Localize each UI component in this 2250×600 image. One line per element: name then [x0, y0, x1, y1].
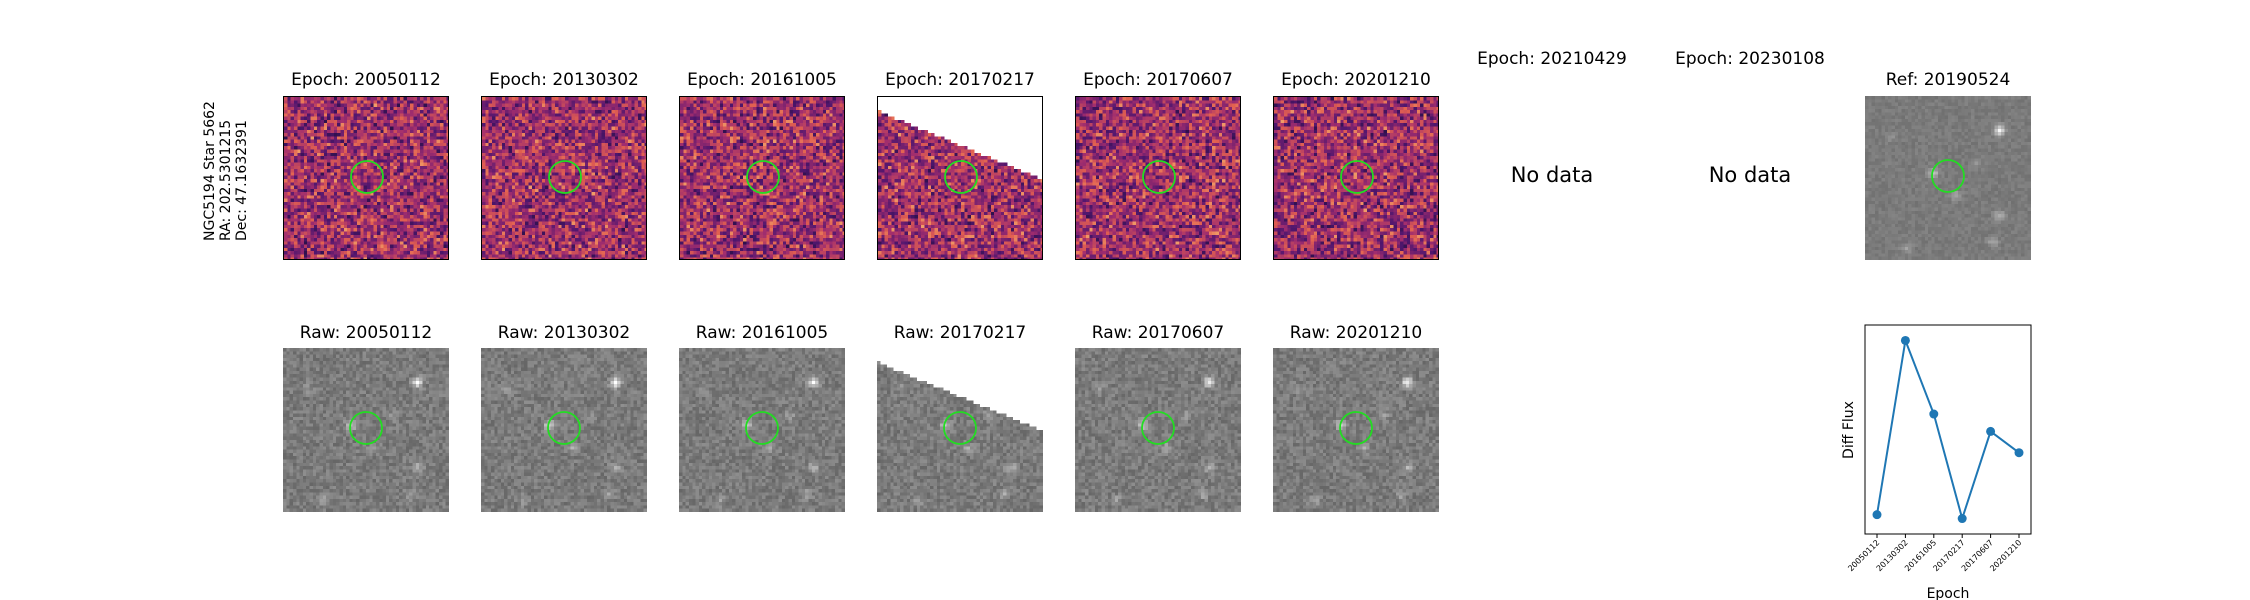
diff-image-2	[679, 96, 845, 260]
ref-title: Ref: 20190524	[1885, 70, 2011, 90]
aperture-circle	[745, 411, 779, 445]
raw-pixels-3	[877, 348, 1043, 512]
star-ra: RA: 202.5301215	[218, 119, 234, 241]
diff-image-1	[481, 96, 647, 260]
x-tick-labels: 2005011220130302201610052017021720170607…	[1846, 538, 2023, 573]
ref-image	[1865, 96, 2031, 260]
series-line	[1876, 336, 2020, 523]
aperture-overlay	[943, 411, 977, 445]
raw-title-5: Raw: 20201210	[1289, 323, 1423, 343]
data-point	[1929, 409, 1939, 419]
raw-title-0: Raw: 20050112	[299, 323, 433, 343]
raw-pixels-1	[481, 348, 647, 512]
raw-image-5	[1273, 348, 1439, 512]
aperture-circle	[1339, 411, 1373, 445]
data-point	[1900, 335, 1910, 345]
diff-image-5	[1273, 96, 1439, 260]
aperture-circle	[548, 160, 582, 194]
aperture-overlay	[1142, 160, 1176, 194]
star-info-label: NGC5194 Star 5662 RA: 202.5301215 Dec: 4…	[202, 101, 254, 241]
diff-pixels-1	[482, 97, 646, 259]
data-point	[1872, 510, 1882, 520]
raw-title-2: Raw: 20161005	[695, 323, 829, 343]
aperture-overlay	[1340, 160, 1374, 194]
aperture-circle	[1340, 160, 1374, 194]
diff-pixels-3	[878, 97, 1042, 259]
star-name: NGC5194 Star 5662	[202, 101, 218, 241]
raw-pixels-0	[283, 348, 449, 512]
aperture-circle	[349, 411, 383, 445]
x-axis-label: Epoch	[1927, 586, 1970, 600]
aperture-overlay	[1141, 411, 1175, 445]
plot-frame	[1864, 324, 2032, 535]
raw-image-1	[481, 348, 647, 512]
diff-image-0	[283, 96, 449, 260]
diff-title-2: Epoch: 20161005	[687, 70, 837, 90]
raw-pixels-5	[1273, 348, 1439, 512]
diff-pixels-4	[1076, 97, 1240, 259]
diff-pixels-2	[680, 97, 844, 259]
aperture-overlay	[547, 411, 581, 445]
ref-pixels	[1865, 96, 2031, 260]
raw-image-4	[1075, 348, 1241, 512]
aperture-circle	[350, 160, 384, 194]
diff-title-5: Epoch: 20201210	[1281, 70, 1431, 90]
raw-image-0	[283, 348, 449, 512]
diff-title-6: Epoch: 20210429	[1477, 49, 1627, 69]
aperture-overlay	[350, 160, 384, 194]
raw-image-3	[877, 348, 1043, 512]
diff-title-1: Epoch: 20130302	[489, 70, 639, 90]
diff-title-4: Epoch: 20170607	[1083, 70, 1233, 90]
diff-image-3	[877, 96, 1043, 260]
aperture-overlay	[548, 160, 582, 194]
nodata-6: No data	[1510, 163, 1594, 187]
raw-pixels-4	[1075, 348, 1241, 512]
data-point	[1957, 514, 1967, 524]
aperture-overlay	[745, 411, 779, 445]
aperture-overlay	[746, 160, 780, 194]
diff-title-7: Epoch: 20230108	[1675, 49, 1825, 69]
nodata-7: No data	[1708, 163, 1792, 187]
aperture-circle	[1931, 159, 1965, 193]
data-point	[1986, 426, 1996, 436]
raw-image-2	[679, 348, 845, 512]
aperture-overlay	[1931, 159, 1965, 193]
light-curve-chart: 2005011220130302201610052017021720170607…	[1841, 324, 2032, 600]
diff-pixels-0	[284, 97, 448, 259]
diff-pixels-5	[1274, 97, 1438, 259]
aperture-overlay	[1339, 411, 1373, 445]
raw-title-4: Raw: 20170607	[1091, 323, 1225, 343]
aperture-circle	[1142, 160, 1176, 194]
y-axis-label: Diff Flux	[1841, 401, 1857, 459]
raw-title-3: Raw: 20170217	[893, 323, 1027, 343]
data-point	[2014, 448, 2024, 458]
diff-title-0: Epoch: 20050112	[291, 70, 441, 90]
diff-title-3: Epoch: 20170217	[885, 70, 1035, 90]
aperture-circle	[943, 411, 977, 445]
x-ticks	[1876, 534, 2020, 538]
aperture-overlay	[944, 160, 978, 194]
raw-pixels-2	[679, 348, 845, 512]
aperture-circle	[746, 160, 780, 194]
aperture-circle	[547, 411, 581, 445]
star-dec: Dec: 47.1632391	[234, 120, 250, 241]
series-points	[1872, 335, 2024, 524]
aperture-circle	[944, 160, 978, 194]
diff-image-4	[1075, 96, 1241, 260]
aperture-circle	[1141, 411, 1175, 445]
raw-title-1: Raw: 20130302	[497, 323, 631, 343]
aperture-overlay	[349, 411, 383, 445]
